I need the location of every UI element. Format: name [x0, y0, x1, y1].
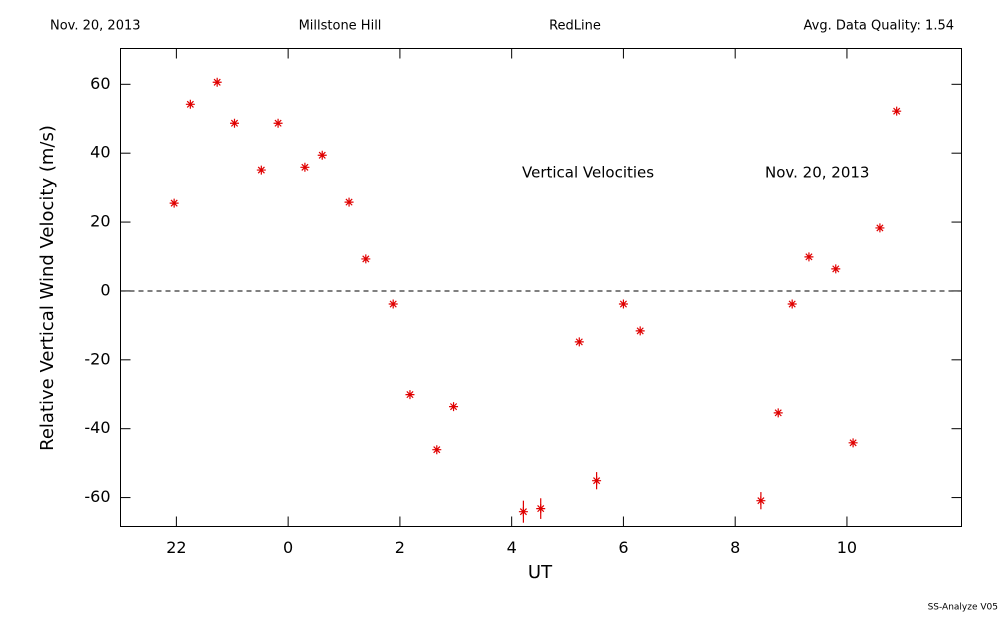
point	[592, 476, 602, 486]
x-tick-label: 0	[283, 538, 293, 557]
point	[518, 507, 528, 517]
y-tick-label: -20	[84, 349, 110, 368]
y-tick-label: 0	[100, 280, 110, 299]
point	[618, 299, 628, 309]
point	[388, 299, 398, 309]
point	[848, 438, 858, 448]
x-tick-label: 10	[837, 538, 857, 557]
x-tick-label: 8	[730, 538, 740, 557]
header-instrument: RedLine	[549, 19, 601, 34]
y-tick-label: 20	[90, 212, 110, 231]
point	[317, 150, 327, 160]
point	[756, 496, 766, 506]
annotation: Nov. 20, 2013	[765, 164, 869, 182]
point	[256, 165, 266, 175]
point	[449, 402, 459, 412]
annotation: Vertical Velocities	[522, 164, 654, 182]
point	[831, 264, 841, 274]
point	[361, 254, 371, 264]
point	[212, 77, 222, 87]
y-tick-label: -40	[84, 418, 110, 437]
x-axis-label: UT	[528, 562, 553, 583]
footer: SS-Analyze V05	[928, 603, 998, 613]
point	[169, 198, 179, 208]
point	[574, 337, 584, 347]
point	[892, 106, 902, 116]
x-tick-label: 22	[166, 538, 186, 557]
x-tick-label: 4	[507, 538, 517, 557]
x-tick-label: 2	[395, 538, 405, 557]
point	[773, 408, 783, 418]
point	[635, 326, 645, 336]
point	[273, 118, 283, 128]
y-tick-label: 60	[90, 74, 110, 93]
point	[405, 390, 415, 400]
point	[875, 223, 885, 233]
y-tick-label: -60	[84, 487, 110, 506]
point	[185, 99, 195, 109]
y-axis-label: Relative Vertical Wind Velocity (m/s)	[37, 125, 58, 451]
point	[229, 118, 239, 128]
point	[787, 299, 797, 309]
point	[536, 504, 546, 514]
x-tick-label: 6	[618, 538, 628, 557]
point	[344, 197, 354, 207]
y-tick-label: 40	[90, 143, 110, 162]
point	[804, 252, 814, 262]
header-site: Millstone Hill	[299, 19, 382, 34]
plot-frame	[120, 48, 962, 527]
header-date: Nov. 20, 2013	[50, 19, 141, 34]
point	[300, 162, 310, 172]
point	[432, 445, 442, 455]
header-quality: Avg. Data Quality: 1.54	[804, 19, 954, 34]
